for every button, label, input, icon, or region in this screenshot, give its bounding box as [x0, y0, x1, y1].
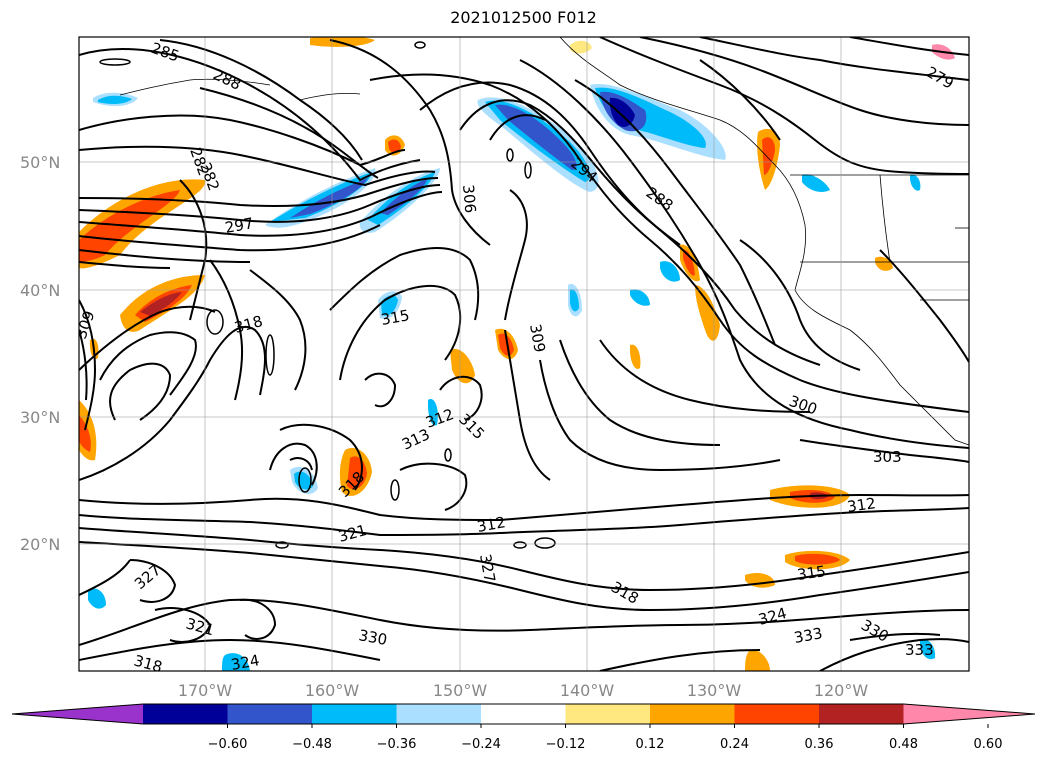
contour-label: 318	[132, 651, 164, 676]
lon-label-150w: 150°W	[433, 681, 488, 700]
colorbar: −0.60 −0.48 −0.36 −0.24 −0.12 0.12 0.24 0.36 0.4…	[11, 703, 1036, 752]
colorbar-ticks: −0.60 −0.48 −0.36 −0.24 −0.12 0.12 0.24 0.36 0.4…	[208, 724, 1003, 752]
contour-label: 297	[224, 214, 255, 237]
colorbar-tick-label: 0.60	[974, 737, 1003, 752]
colorbar-tick-label: −0.36	[377, 737, 417, 752]
colorbar-blocks	[11, 703, 1036, 725]
colorbar-outline	[11, 703, 1036, 725]
lon-label-160w: 160°W	[305, 681, 360, 700]
colorbar-block	[143, 704, 228, 724]
colorbar-tick-label: −0.48	[292, 737, 332, 752]
contour-label: 333	[905, 641, 934, 659]
contour-label: 327	[476, 553, 499, 584]
colorbar-extend-right	[903, 704, 1035, 724]
colorbar-block	[227, 704, 313, 724]
lat-label-50n: 50°N	[20, 153, 60, 172]
lat-label-20n: 20°N	[20, 535, 60, 554]
height-contours	[79, 37, 969, 671]
small-contour-blobs	[99, 41, 556, 549]
colorbar-block	[565, 704, 651, 724]
map-frame	[78, 36, 970, 672]
anomaly-shading	[79, 37, 955, 671]
colorbar-block	[734, 704, 820, 724]
contour-label: 315	[380, 306, 411, 329]
colorbar-tick-label: 0.36	[805, 737, 834, 752]
colorbar-tick-label: −0.12	[546, 737, 586, 752]
gridlines	[79, 37, 969, 671]
contour-label: 312	[846, 494, 877, 516]
longitude-labels: 170°W 160°W 150°W 140°W 130°W 120°W	[178, 681, 869, 700]
contour-label: 306	[459, 184, 479, 214]
map-plot-area: 285 288 282 282 297 306 294 288 279 309 …	[79, 37, 969, 676]
contour-label: 309	[526, 323, 549, 354]
contour-label: 315	[796, 562, 827, 584]
lat-label-40n: 40°N	[20, 281, 60, 300]
colorbar-block	[312, 704, 397, 724]
colorbar-tick-label: 0.24	[720, 737, 749, 752]
colorbar-tick-label: −0.60	[208, 737, 248, 752]
colorbar-tick-label: 0.12	[636, 737, 665, 752]
contour-label: 303	[873, 448, 902, 466]
contour-label: 324	[230, 651, 261, 674]
latitude-labels: 50°N 40°N 30°N 20°N	[20, 153, 60, 554]
contour-label: 312	[476, 513, 507, 536]
lon-label-120w: 120°W	[814, 681, 869, 700]
contour-label: 333	[793, 624, 824, 647]
colorbar-block	[481, 704, 566, 724]
colorbar-tick-label: 0.48	[889, 737, 918, 752]
lon-label-140w: 140°W	[560, 681, 615, 700]
contour-label: 330	[357, 626, 388, 649]
colorbar-extend-left	[12, 704, 143, 724]
colorbar-block	[650, 704, 735, 724]
colorbar-tick-label: −0.24	[461, 737, 501, 752]
colorbar-block	[396, 704, 482, 724]
map-title: 2021012500 F012	[450, 8, 597, 27]
lon-label-130w: 130°W	[687, 681, 742, 700]
colorbar-block	[819, 704, 904, 724]
lon-label-170w: 170°W	[178, 681, 233, 700]
lat-label-30n: 30°N	[20, 408, 60, 427]
